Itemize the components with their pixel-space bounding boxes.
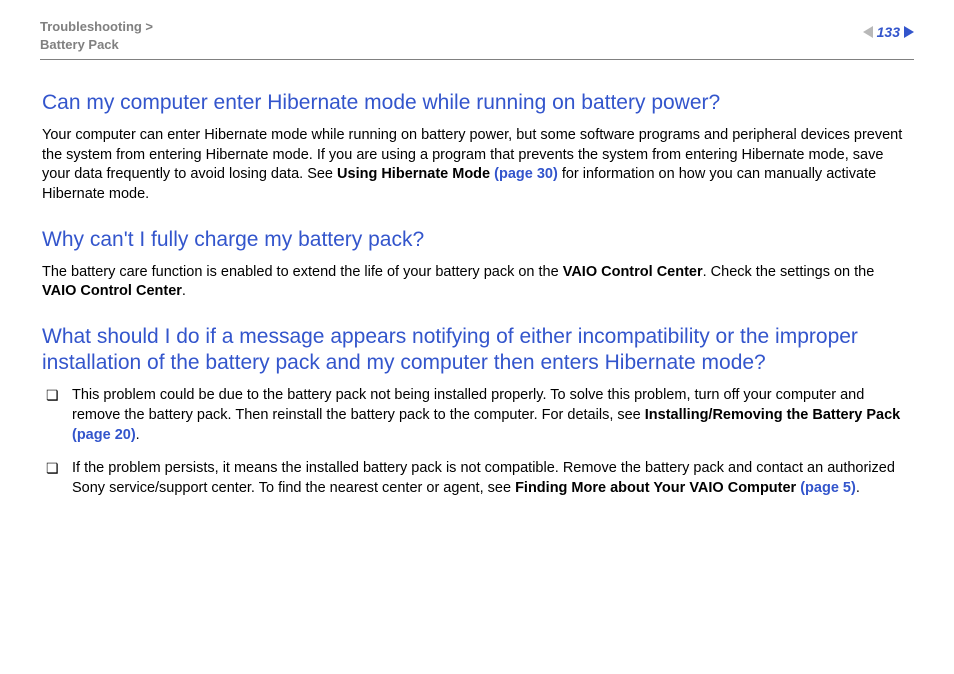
answer-body-1: Your computer can enter Hibernate mode w…	[42, 126, 912, 204]
page-header: Troubleshooting > Battery Pack 133	[40, 18, 914, 53]
next-page-icon[interactable]	[904, 26, 914, 38]
breadcrumb-line-1: Troubleshooting >	[40, 19, 153, 34]
prev-page-icon[interactable]	[863, 26, 873, 38]
body-text: .	[136, 427, 140, 443]
body-text: The battery care function is enabled to …	[42, 264, 563, 280]
answer-list-3: This problem could be due to the battery…	[42, 386, 912, 498]
body-text: .	[856, 480, 860, 496]
list-item: This problem could be due to the battery…	[42, 386, 912, 445]
page-link[interactable]: (page 5)	[796, 480, 856, 496]
answer-body-2: The battery care function is enabled to …	[42, 263, 912, 302]
question-heading-3: What should I do if a message appears no…	[42, 324, 912, 377]
body-text: . Check the settings on the	[703, 264, 875, 280]
bold-text: VAIO Control Center	[42, 283, 182, 299]
breadcrumb-line-2: Battery Pack	[40, 37, 119, 52]
content-area: Can my computer enter Hibernate mode whi…	[40, 90, 914, 498]
page-link[interactable]: (page 20)	[72, 427, 136, 443]
document-page: Troubleshooting > Battery Pack 133 Can m…	[0, 0, 954, 674]
page-number-nav: 133	[863, 24, 914, 40]
page-number: 133	[877, 24, 900, 40]
bold-text: Installing/Removing the Battery Pack	[645, 407, 900, 423]
bold-text: Finding More about Your VAIO Computer	[515, 480, 796, 496]
header-rule	[40, 59, 914, 60]
bold-text: VAIO Control Center	[563, 264, 703, 280]
breadcrumb: Troubleshooting > Battery Pack	[40, 18, 153, 53]
list-item: If the problem persists, it means the in…	[42, 459, 912, 498]
question-heading-1: Can my computer enter Hibernate mode whi…	[42, 90, 912, 116]
question-heading-2: Why can't I fully charge my battery pack…	[42, 227, 912, 253]
bold-text: Using Hibernate Mode	[337, 166, 490, 182]
body-text: .	[182, 283, 186, 299]
page-link[interactable]: (page 30)	[490, 166, 558, 182]
